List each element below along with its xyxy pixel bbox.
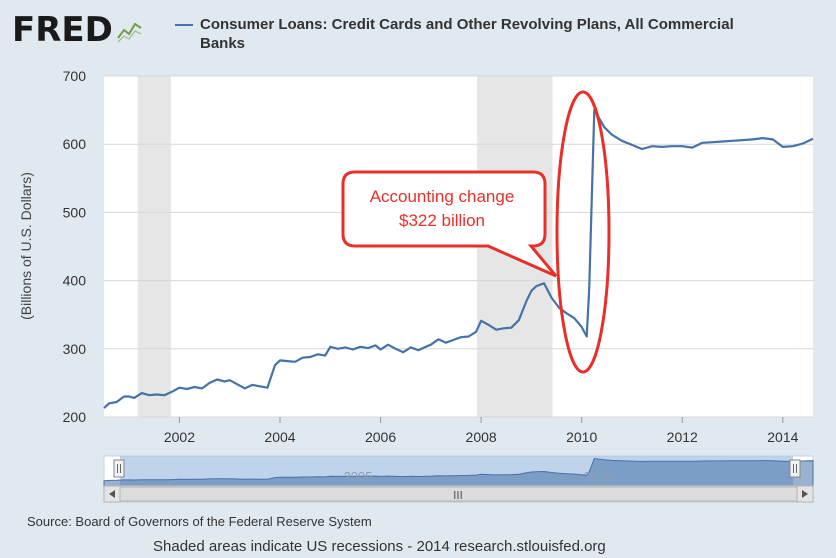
line-chart-icon: [117, 22, 142, 43]
callout-line1: Accounting change: [370, 187, 515, 206]
chart-title-line2: Banks: [200, 35, 245, 52]
arrow-left-icon: [109, 490, 115, 498]
callout-bubble: [341, 170, 558, 278]
navigator-series-area: [103, 457, 814, 487]
scroll-left-button[interactable]: [103, 485, 121, 503]
y-tick-label: 200: [63, 409, 87, 425]
highlight-ellipse: [555, 90, 611, 374]
arrow-right-icon: [802, 490, 808, 498]
annotation-callout: Accounting change $322 billion: [341, 170, 558, 278]
x-tick-label: 2010: [566, 429, 597, 445]
x-tick-label: 2002: [164, 429, 195, 445]
scrollbar-grip: III: [453, 489, 463, 502]
y-tick-labels: 200 300 400 500 600 700: [63, 68, 87, 425]
chart-title-line1: Consumer Loans: Credit Cards and Other R…: [200, 16, 734, 33]
x-tick-label: 2014: [767, 429, 798, 445]
x-tick-label: 2008: [466, 429, 497, 445]
navigator-label-2005: 2005: [344, 469, 373, 484]
navigator-handle-left[interactable]: [113, 459, 125, 478]
y-tick-label: 300: [63, 341, 87, 357]
recession-band: [137, 76, 171, 417]
y-tick-label: 700: [63, 68, 87, 84]
fred-logo[interactable]: FRED: [12, 10, 142, 50]
x-tick-label: 2006: [365, 429, 396, 445]
range-navigator[interactable]: 2005 2010: [103, 455, 814, 487]
scroll-right-button[interactable]: [796, 485, 814, 503]
x-tick-label: 2012: [667, 429, 698, 445]
x-tick-labels: 2002 2004 2006 2008 2010 2012 2014: [164, 417, 799, 445]
series-line-consumer-loans: [103, 109, 814, 409]
y-tick-label: 500: [63, 204, 87, 220]
footer-note: Shaded areas indicate US recessions - 20…: [153, 538, 606, 555]
y-tick-label: 400: [63, 273, 87, 289]
navigator-handle-right[interactable]: [789, 459, 801, 478]
y-tick-label: 600: [63, 136, 87, 152]
source-note: Source: Board of Governors of the Federa…: [27, 514, 372, 529]
navigator-label-2010: 2010: [584, 469, 613, 484]
x-tick-label: 2004: [264, 429, 295, 445]
callout-line2: $322 billion: [399, 211, 485, 230]
fred-logo-text: FRED: [12, 10, 113, 50]
y-axis-label: (Billions of U.S. Dollars): [18, 172, 34, 320]
horizontal-scrollbar[interactable]: III: [103, 485, 814, 503]
